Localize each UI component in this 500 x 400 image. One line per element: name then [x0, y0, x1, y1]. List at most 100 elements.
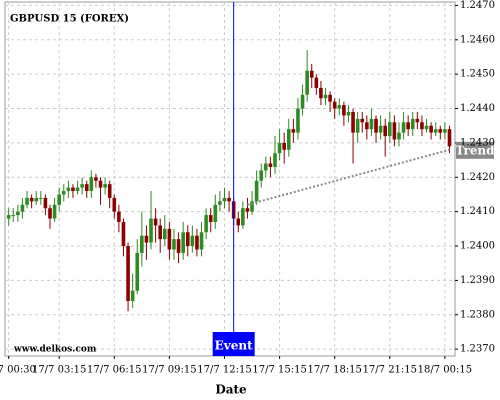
candle-body	[387, 122, 392, 137]
x-tick-label: 17/7 09:15	[142, 365, 196, 376]
x-tick-label: 17/7 21:15	[363, 365, 417, 376]
candle-body	[121, 221, 126, 247]
candle-body	[227, 197, 231, 202]
candle-body	[20, 204, 25, 212]
candle-body	[309, 70, 314, 78]
candle-body	[420, 122, 424, 130]
x-axis-label: Date	[215, 383, 247, 397]
candle-body	[112, 197, 117, 212]
candle-body	[39, 197, 43, 199]
candle-body	[208, 215, 213, 222]
candle-body	[374, 118, 378, 133]
x-tick-label: 18/7 00:15	[418, 365, 472, 376]
y-tick-label: 1.2450	[460, 69, 495, 80]
candle-body	[254, 180, 259, 202]
candle-body	[195, 235, 199, 250]
candle-body	[277, 142, 282, 154]
y-tick-label: 1.2410	[460, 206, 495, 217]
candle-body	[406, 122, 410, 130]
y-tick-label: 1.2370	[460, 344, 495, 355]
candle-body	[438, 129, 443, 133]
candle-body	[351, 111, 355, 133]
candle-body	[241, 208, 245, 226]
candle-body	[392, 122, 397, 140]
trend-box	[456, 141, 494, 159]
candle-body	[296, 108, 300, 133]
candle-body	[80, 184, 84, 188]
candle-body	[11, 215, 16, 217]
candle-body	[107, 184, 112, 198]
candle-body	[71, 187, 75, 192]
candle-body	[319, 87, 323, 99]
candle-body	[365, 122, 369, 130]
candles	[6, 50, 452, 312]
candle-body	[130, 290, 135, 302]
candle-body	[378, 125, 383, 133]
candle-body	[222, 197, 227, 202]
candle-body	[323, 94, 328, 99]
candle-body	[144, 235, 149, 243]
candle-body	[135, 252, 140, 291]
candle-body	[429, 125, 433, 133]
candle-body	[236, 218, 241, 226]
candle-body	[305, 70, 309, 95]
candle-body	[103, 184, 107, 188]
candle-body	[332, 101, 337, 109]
y-tick-label: 1.2440	[460, 103, 495, 114]
candle-body	[176, 239, 181, 253]
candle-body	[34, 197, 39, 202]
candle-body	[264, 163, 268, 171]
candle-body	[94, 177, 98, 181]
candle-body	[355, 118, 360, 133]
plot-area	[4, 1, 456, 357]
candle-body	[98, 180, 103, 188]
candle-body	[250, 201, 254, 212]
candle-body	[424, 125, 429, 130]
candle-body	[245, 208, 250, 212]
candle-body	[25, 197, 29, 205]
event-box	[212, 332, 255, 356]
candle-body	[360, 118, 365, 123]
candle-body	[397, 132, 401, 140]
y-tick-label: 1.2430	[460, 137, 495, 148]
candle-body	[342, 105, 346, 116]
candle-body	[89, 177, 94, 192]
candle-body	[185, 232, 190, 247]
chart-title: GBPUSD 15 (FOREX)	[10, 14, 129, 25]
grid	[5, 2, 458, 359]
candle-body	[337, 105, 342, 109]
x-tick-label: 17/7 06:15	[87, 365, 141, 376]
candle-body	[328, 94, 332, 102]
candle-body	[346, 111, 351, 116]
candle-body	[126, 246, 130, 302]
x-tick-label: 17/7 15:15	[252, 365, 306, 376]
candle-body	[415, 118, 420, 123]
candle-body	[273, 153, 277, 167]
candle-body	[433, 129, 438, 133]
event-label: Event	[215, 339, 253, 353]
candle-body	[172, 239, 176, 250]
candle-body	[75, 187, 80, 192]
candle-body	[401, 122, 406, 133]
x-tick-label: 17/7 00:30	[0, 365, 36, 376]
candle-body	[57, 194, 61, 205]
y-tick-label: 1.2400	[460, 241, 495, 252]
candle-body	[286, 129, 291, 150]
candle-body	[369, 118, 374, 130]
y-tick-label: 1.2470	[460, 0, 495, 11]
candle-body	[268, 163, 273, 167]
candle-body	[153, 218, 158, 226]
y-tick-label: 1.2420	[460, 172, 495, 183]
candle-body	[29, 197, 34, 202]
candle-body	[167, 228, 172, 250]
candle-body	[204, 215, 208, 233]
x-tick-label: 17/7 03:15	[32, 365, 86, 376]
watermark: www.delkos.com	[13, 345, 97, 355]
candle-body	[443, 129, 447, 133]
candle-body	[48, 208, 52, 219]
candle-body	[190, 235, 195, 247]
overlay: Event Trend	[212, 2, 495, 356]
candle-body	[158, 225, 163, 240]
candle-body	[43, 197, 48, 209]
